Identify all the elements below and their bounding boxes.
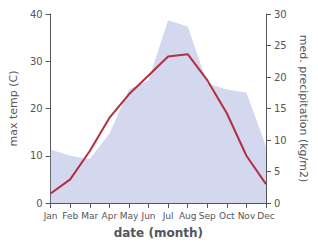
svg-text:Dec: Dec <box>257 211 274 221</box>
svg-text:Sep: Sep <box>199 211 216 221</box>
svg-text:med. precipitation (kg/m2): med. precipitation (kg/m2) <box>297 35 310 183</box>
svg-text:20: 20 <box>274 72 287 83</box>
svg-text:Jan: Jan <box>43 211 58 221</box>
svg-text:Mar: Mar <box>81 211 98 221</box>
svg-text:25: 25 <box>274 40 287 51</box>
svg-text:0: 0 <box>274 198 280 209</box>
svg-text:5: 5 <box>274 166 280 177</box>
svg-text:10: 10 <box>30 150 43 161</box>
svg-text:date (month): date (month) <box>114 226 203 240</box>
svg-text:0: 0 <box>36 198 42 209</box>
svg-text:May: May <box>120 211 139 221</box>
svg-text:Nov: Nov <box>238 211 256 221</box>
svg-text:Apr: Apr <box>102 211 118 221</box>
svg-text:30: 30 <box>30 56 43 67</box>
svg-text:Feb: Feb <box>62 211 78 221</box>
svg-text:10: 10 <box>274 135 287 146</box>
svg-text:Oct: Oct <box>219 211 235 221</box>
svg-text:Aug: Aug <box>179 211 197 221</box>
svg-text:15: 15 <box>274 103 287 114</box>
svg-text:Jun: Jun <box>140 211 155 221</box>
svg-text:40: 40 <box>30 9 43 20</box>
svg-text:Jul: Jul <box>162 211 174 221</box>
svg-text:20: 20 <box>30 103 43 114</box>
svg-text:30: 30 <box>274 9 287 20</box>
svg-text:max temp (C): max temp (C) <box>7 70 20 146</box>
